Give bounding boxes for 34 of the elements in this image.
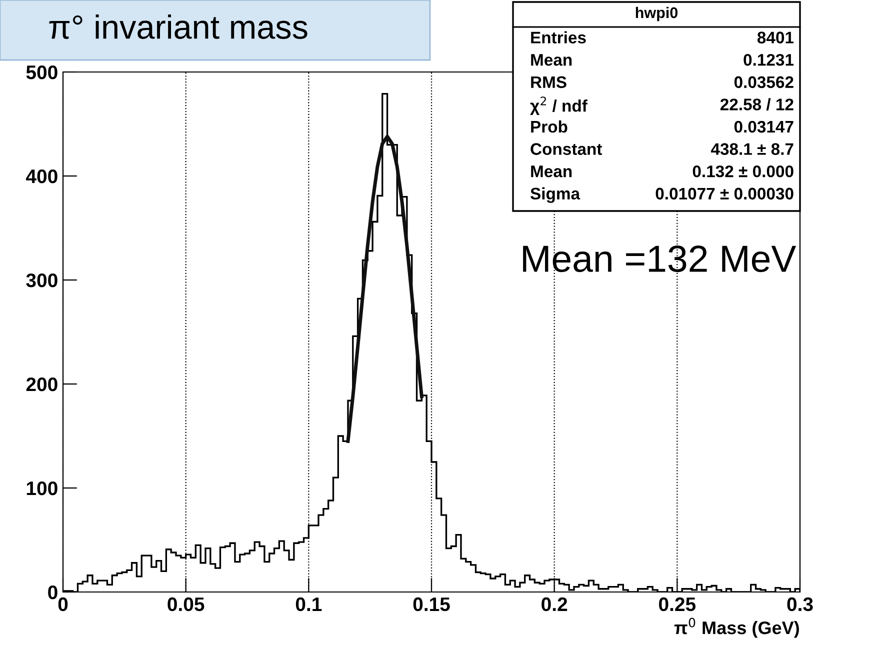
x-tick-label: 0	[58, 597, 68, 612]
annotation: 22.58 / 12	[720, 98, 794, 111]
annotation: 0.03147	[734, 120, 794, 133]
x-tick-label: 0.1	[296, 597, 322, 612]
x-tick-label: 0.25	[659, 597, 696, 612]
x-tick-label: 0.2	[542, 597, 568, 612]
annotation: Mean =132 MeV	[523, 246, 796, 272]
text: 0.1231	[744, 54, 794, 66]
annotation: 0.01077 ± 0.00030	[656, 188, 794, 200]
y-tick-label: 400	[26, 169, 58, 184]
annotation: Prob	[531, 120, 568, 133]
line-series	[346, 134, 424, 443]
y-tick-label: 300	[26, 273, 58, 288]
annotation: 0.132 ± 0.000	[692, 165, 794, 178]
x-tick-label: 0.15	[413, 597, 450, 612]
text: Entries	[531, 31, 586, 44]
annotation: Constant	[530, 143, 602, 155]
x-tick-label: 0.05	[168, 597, 204, 612]
annotation: Sigma	[530, 187, 580, 203]
text: hwpi0	[636, 6, 678, 22]
x-tick-label: 0.3	[787, 597, 813, 612]
chart-title: π° invariant mass	[49, 14, 308, 39]
text: Mean	[531, 54, 572, 66]
annotation: 0.03562	[734, 76, 794, 88]
annotation: 438.1 ± 8.7	[710, 143, 794, 155]
y-tick-label: 500	[26, 65, 58, 80]
annotation: χ$^{2}$ / ndf	[530, 96, 588, 116]
text: 8401	[757, 32, 794, 44]
y-tick-label: 200	[26, 377, 58, 392]
annotation: Mean	[531, 166, 572, 178]
y-tick-label: 0	[48, 585, 58, 600]
x-axis-title: π$^{0}$ Mass (GeV)	[674, 618, 799, 638]
annotation: RMS	[531, 76, 566, 88]
y-tick-label: 100	[26, 481, 58, 496]
